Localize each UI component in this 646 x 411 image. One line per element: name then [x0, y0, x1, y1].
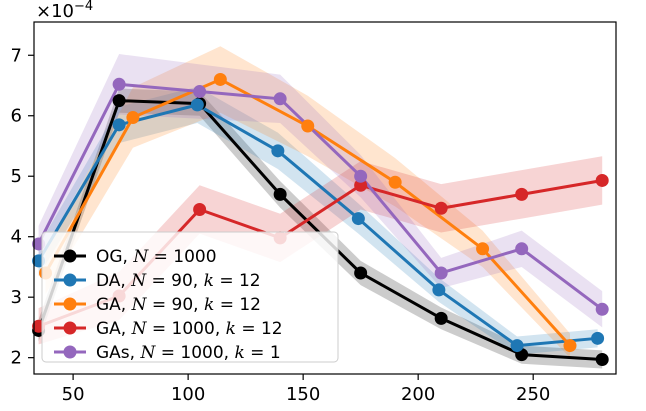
plot-frame [33, 21, 617, 375]
error-band-series-3 [45, 46, 570, 358]
data-point-series-1 [112, 94, 126, 108]
data-point-series-5 [434, 266, 448, 280]
data-point-series-2 [432, 283, 446, 297]
y-tick-label: 3 [11, 287, 22, 308]
data-point-series-2 [591, 331, 605, 345]
legend-label-5: GAs, N = 1000, k = 1 [96, 343, 281, 363]
data-point-series-3 [563, 339, 577, 353]
x-axis: 50 100 150 200 250 [62, 374, 550, 405]
data-point-series-1 [595, 352, 609, 366]
data-point-series-5 [273, 92, 287, 106]
y-tick-label: 7 [11, 45, 22, 66]
legend: OG, N = 1000 DA, N = 90, k = 12 GA, N = 90… [41, 231, 339, 363]
legend-label-1: OG, N = 1000 [96, 247, 217, 267]
legend-marker-4 [63, 321, 77, 335]
data-point-series-1 [273, 187, 287, 201]
data-point-series-5 [112, 77, 126, 91]
x-tick-label: 150 [286, 384, 320, 405]
legend-marker-1 [63, 249, 77, 263]
y-tick-label: 6 [11, 106, 22, 127]
data-point-series-3 [126, 111, 140, 125]
data-point-series-5 [193, 85, 207, 99]
legend-label-4: GA, N = 1000, k = 12 [96, 319, 283, 339]
x-tick-label: 100 [171, 384, 205, 405]
series-line-5 [37, 82, 604, 311]
data-point-series-1 [354, 266, 368, 280]
legend-box [41, 231, 339, 363]
error-band-series-5 [38, 54, 603, 328]
legend-label-3: GA, N = 90, k = 12 [96, 295, 261, 315]
data-point-series-4 [434, 201, 448, 215]
data-point-series-3 [213, 72, 227, 86]
data-point-series-4 [595, 173, 609, 187]
data-point-series-5 [354, 169, 368, 183]
data-point-series-1 [434, 311, 448, 325]
data-point-series-2 [112, 118, 126, 132]
data-point-series-5 [515, 242, 529, 256]
x-tick-label: 50 [62, 384, 85, 405]
x-tick-label: 250 [516, 384, 550, 405]
error-band-series-1 [38, 88, 603, 369]
data-point-series-2 [190, 98, 204, 112]
y-tick-label: 2 [11, 348, 22, 369]
data-point-series-3 [476, 242, 490, 256]
legend-marker-2 [63, 273, 77, 287]
legend-label-2: DA, N = 90, k = 12 [96, 271, 261, 291]
data-point-series-4 [515, 187, 529, 201]
data-point-series-5 [595, 302, 609, 316]
y-axis: 2 3 4 5 6 7 [11, 45, 34, 369]
data-point-series-4 [354, 178, 368, 192]
data-point-series-4 [193, 202, 207, 216]
data-point-series-3 [301, 119, 315, 133]
y-tick-label: 5 [11, 166, 22, 187]
data-point-series-2 [510, 339, 524, 353]
data-point-series-2 [351, 212, 365, 226]
data-point-series-2 [271, 144, 285, 158]
y-scale-label: ×10−4 [36, 0, 93, 22]
legend-marker-5 [63, 345, 77, 359]
legend-marker-3 [63, 297, 77, 311]
data-point-series-3 [388, 175, 402, 189]
y-tick-label: 4 [11, 227, 22, 248]
x-tick-label: 200 [401, 384, 435, 405]
